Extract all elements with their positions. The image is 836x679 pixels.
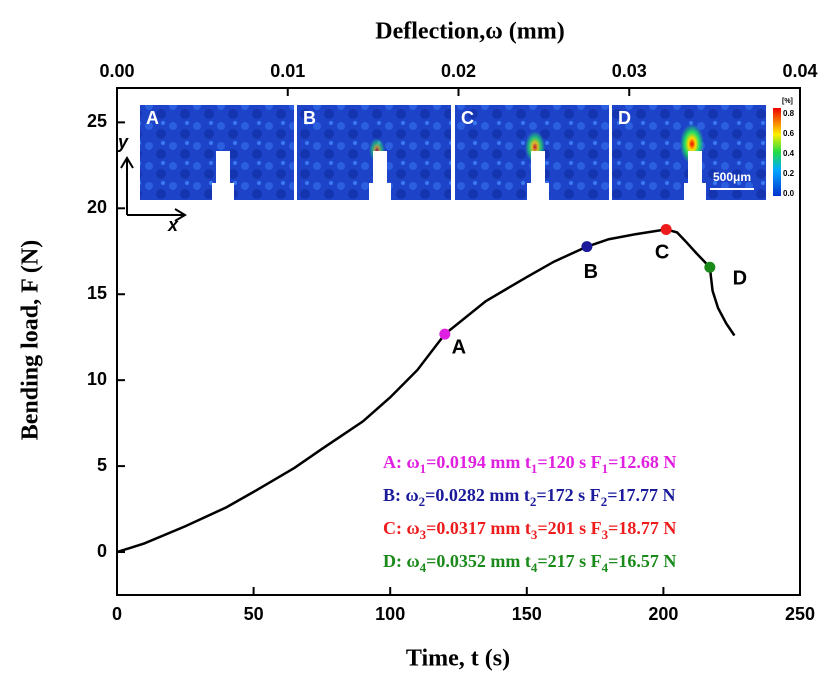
annotation: B: ω2=0.0282 mm t2=172 s F2=17.77 N — [383, 485, 675, 509]
inset-axis-y: y — [117, 132, 129, 152]
x2-tick-label: 0.00 — [99, 61, 134, 81]
x2-tick-label: 0.04 — [782, 61, 817, 81]
annotation-text: =0.0282 mm t — [425, 485, 530, 505]
notch-base — [527, 183, 549, 200]
colorbar-tick: 0.2 — [783, 169, 795, 178]
annotation-text: B: ω — [383, 485, 419, 505]
annotation-text: =172 s F — [536, 485, 600, 505]
x2-label: Deflection,ω (mm) — [375, 19, 564, 45]
x-tick-label: 150 — [512, 604, 542, 624]
y-tick-label: 5 — [97, 455, 107, 475]
annotation-text: =12.68 N — [608, 452, 676, 472]
panel-label: B — [303, 108, 316, 128]
annotation-subscript: 2 — [419, 494, 426, 509]
annotation-subscript: 4 — [602, 560, 609, 575]
inset-axes — [120, 156, 187, 222]
colorbar-tick: 0.8 — [783, 109, 795, 118]
annotation-text: A: ω — [383, 452, 420, 472]
y-label: Bending load, F (N) — [18, 240, 44, 440]
colorbar-tick: 0.6 — [783, 129, 795, 138]
point-marker — [439, 328, 451, 340]
annotation-text: =217 s F — [537, 551, 601, 571]
annotation-text: =0.0352 mm t — [426, 551, 531, 571]
annotation-subscript: 2 — [530, 494, 537, 509]
y-tick-label: 0 — [97, 541, 107, 561]
annotation-subscript: 1 — [420, 461, 427, 476]
annotation-subscript: 3 — [420, 527, 427, 542]
annotation-subscript: 1 — [602, 461, 609, 476]
inset-axis-x: x — [167, 215, 179, 235]
x-tick-label: 100 — [375, 604, 405, 624]
colorbar-unit: [%] — [782, 98, 793, 105]
annotation: D: ω4=0.0352 mm t4=217 s F4=16.57 N — [383, 551, 676, 575]
annotation-text: =0.0317 mm t — [426, 518, 531, 538]
point-label: B — [584, 261, 598, 283]
annotation-text: =18.77 N — [608, 518, 676, 538]
point-marker — [660, 223, 672, 235]
x2-tick-label: 0.02 — [441, 61, 476, 81]
panel-label: D — [618, 108, 631, 128]
point-marker — [581, 241, 593, 253]
panel-label: A — [146, 108, 159, 128]
x2-tick-label: 0.03 — [612, 61, 647, 81]
annotation-text: =17.77 N — [607, 485, 675, 505]
point-label: D — [733, 268, 747, 290]
annotation-subscript: 1 — [531, 461, 538, 476]
annotation-subscript: 2 — [601, 494, 608, 509]
x-tick-label: 250 — [785, 604, 815, 624]
panel-label: C — [461, 108, 474, 128]
x-tick-label: 50 — [244, 604, 264, 624]
colorbar-tick: 0.4 — [783, 149, 795, 158]
annotation-subscript: 4 — [420, 560, 427, 575]
annotation-text: =120 s F — [537, 452, 601, 472]
point-label: A — [452, 336, 466, 358]
colorbar-tick: 0.0 — [783, 189, 795, 198]
notch-base — [369, 183, 391, 200]
x-label: Time, t (s) — [406, 646, 510, 672]
notch-base — [212, 183, 234, 200]
annotation-text: =0.0194 mm t — [426, 452, 531, 472]
x-tick-label: 200 — [648, 604, 678, 624]
annotation-subscript: 3 — [531, 527, 538, 542]
point-marker — [704, 261, 716, 273]
annotation-text: =16.57 N — [608, 551, 676, 571]
y-tick-label: 15 — [87, 283, 107, 303]
y-tick-label: 10 — [87, 369, 107, 389]
annotation: A: ω1=0.0194 mm t1=120 s F1=12.68 N — [383, 452, 676, 476]
annotation-text: D: ω — [383, 551, 420, 571]
y-tick-label: 25 — [87, 111, 107, 131]
annotation-text: C: ω — [383, 518, 420, 538]
annotation-subscript: 4 — [531, 560, 538, 575]
notch-base — [684, 183, 706, 200]
x2-tick-label: 0.01 — [270, 61, 305, 81]
y-tick-label: 20 — [87, 197, 107, 217]
annotation: C: ω3=0.0317 mm t3=201 s F3=18.77 N — [383, 518, 676, 542]
point-label: C — [655, 242, 669, 264]
annotation-subscript: 3 — [602, 527, 609, 542]
annotation-text: =201 s F — [537, 518, 601, 538]
x-tick-label: 0 — [112, 604, 122, 624]
scale-bar-label: 500μm — [713, 170, 751, 184]
colorbar — [773, 108, 781, 196]
